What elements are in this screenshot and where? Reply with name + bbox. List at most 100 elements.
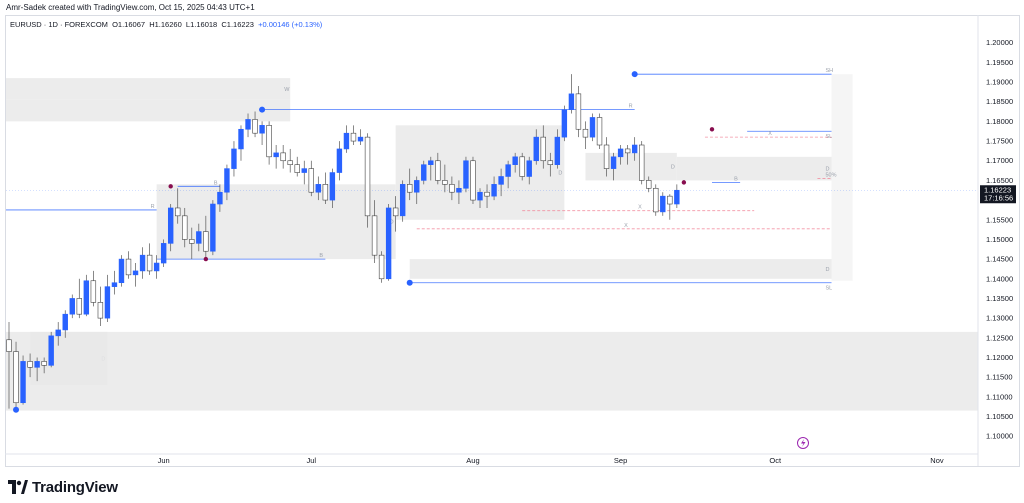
candle-body-42	[301, 168, 307, 173]
candle-body-20	[146, 254, 153, 272]
candle-68	[484, 184, 490, 208]
candle-body-57	[407, 184, 413, 193]
candle-73	[519, 152, 525, 181]
level-label-6: B	[734, 176, 738, 182]
candle-87	[617, 145, 624, 165]
zone-label-5: D	[826, 267, 830, 273]
candle-81	[575, 85, 582, 138]
candle-85	[603, 137, 610, 177]
candle-15	[111, 270, 118, 295]
y-tick-12: 1.14000	[986, 274, 1013, 283]
candle-body-68	[484, 191, 490, 197]
candle-body-82	[582, 128, 589, 138]
price-tag-box	[980, 185, 1016, 204]
candle-35	[252, 111, 258, 138]
y-tick-13: 1.13500	[986, 294, 1013, 303]
candle-42	[301, 160, 307, 185]
candle-60	[428, 156, 434, 181]
candle-body-56	[399, 184, 406, 217]
level-label-4: SL	[826, 134, 833, 140]
candle-body-76	[540, 136, 546, 162]
candle-body-69	[491, 184, 497, 197]
y-tick-2: 1.19000	[986, 78, 1013, 87]
candle-body-16	[118, 258, 125, 284]
pivots-layer	[13, 71, 715, 413]
candle-body-28	[203, 231, 209, 252]
candle-body-51	[364, 136, 371, 217]
candle-28	[203, 215, 209, 260]
candle-19	[139, 247, 146, 279]
zone-label-6: D	[671, 165, 675, 171]
candle-45	[322, 172, 329, 205]
candle-79	[561, 105, 568, 142]
candle-63	[449, 176, 455, 201]
candle-13	[97, 286, 104, 326]
candle-62	[442, 164, 448, 193]
zone-6	[585, 152, 677, 181]
candle-36	[259, 121, 265, 146]
x-tick-3: Sep	[614, 456, 627, 465]
candle-body-9	[69, 298, 75, 315]
y-tick-0: 1.20000	[986, 38, 1013, 47]
candle-69	[491, 176, 497, 201]
candle-body-35	[252, 119, 258, 134]
candle-89	[631, 137, 638, 161]
brand-name: TradingView	[32, 478, 118, 496]
candle-32	[231, 141, 237, 177]
candle-body-94	[667, 195, 673, 205]
candle-10	[76, 278, 83, 319]
candle-body-1	[13, 351, 19, 404]
candle-body-39	[280, 152, 286, 162]
candle-body-67	[477, 191, 483, 201]
zone-0	[6, 78, 291, 100]
candle-4	[34, 357, 40, 382]
candles-layer	[6, 74, 680, 411]
candle-body-10	[76, 298, 83, 315]
level-label-7: B	[214, 180, 218, 186]
tradingview-logo-icon	[8, 480, 28, 494]
y-tick-20: 1.10000	[986, 432, 1013, 441]
candle-53	[378, 251, 385, 283]
candle-80	[568, 74, 575, 114]
symbol-name[interactable]: EURUSD · 1D · FOREXCOM	[10, 20, 108, 29]
candle-body-17	[125, 258, 132, 276]
replay-icon[interactable]	[797, 437, 809, 449]
candle-90	[638, 141, 645, 185]
candle-body-61	[435, 160, 441, 181]
candle-39	[280, 145, 286, 169]
y-tick-14: 1.13000	[986, 314, 1013, 323]
candle-body-75	[533, 136, 539, 162]
candle-body-89	[631, 144, 638, 154]
candle-body-23	[167, 207, 174, 244]
candle-body-48	[343, 132, 350, 150]
pivot-mark-7	[709, 127, 715, 132]
y-tick-19: 1.10500	[986, 412, 1013, 421]
pivot-mark-6	[681, 180, 687, 185]
candle-body-7	[55, 329, 61, 337]
candle-body-91	[646, 180, 652, 189]
level-label-9: X	[638, 205, 642, 211]
credit-text: Amr-Sadek created with TradingView.com, …	[6, 3, 255, 12]
candle-9	[69, 294, 75, 319]
candle-12	[90, 270, 97, 307]
candle-65	[463, 156, 469, 193]
price-axis: 1.20000 1.19500 1.19000 1.18500 1.18000 1.175…	[977, 15, 1013, 466]
candle-11	[83, 274, 90, 317]
x-tick-5: Nov	[930, 456, 944, 465]
tradingview-logo[interactable]: TradingView	[8, 477, 118, 497]
close-value: C1.16223	[221, 20, 254, 29]
candle-body-37	[266, 125, 272, 158]
candle-body-86	[610, 156, 617, 169]
candle-33	[238, 125, 244, 161]
candle-body-44	[315, 184, 322, 193]
candle-17	[125, 251, 132, 279]
open-value: O1.16067	[112, 20, 146, 29]
level-label-1: R	[629, 104, 633, 110]
zone-3	[156, 184, 396, 260]
candle-body-83	[589, 117, 596, 138]
zone-8	[831, 74, 853, 281]
candle-34	[245, 113, 251, 138]
candle-6	[48, 331, 54, 368]
candle-57	[407, 168, 413, 201]
